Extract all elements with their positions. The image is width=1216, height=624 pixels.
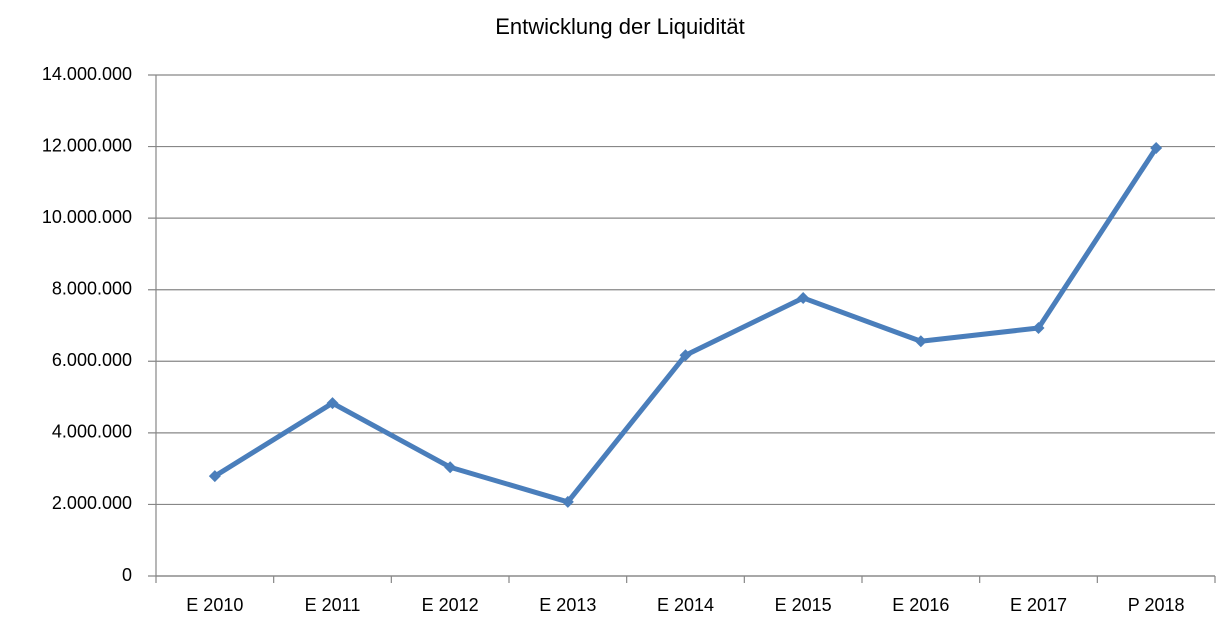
y-tick-label: 2.000.000 bbox=[52, 493, 132, 513]
data-point bbox=[1150, 142, 1163, 155]
x-tick-label: E 2013 bbox=[539, 595, 596, 615]
x-tick-label: E 2015 bbox=[775, 595, 832, 615]
y-tick-label: 14.000.000 bbox=[42, 64, 132, 84]
y-tick-label: 8.000.000 bbox=[52, 278, 132, 298]
x-tick-label: E 2014 bbox=[657, 595, 714, 615]
x-tick-label: P 2018 bbox=[1128, 595, 1185, 615]
data-point bbox=[914, 335, 927, 348]
y-tick-label: 4.000.000 bbox=[52, 422, 132, 442]
x-tick-label: E 2016 bbox=[892, 595, 949, 615]
x-tick-label: E 2011 bbox=[305, 595, 361, 615]
x-tick-label: E 2010 bbox=[186, 595, 243, 615]
x-tick-label: E 2012 bbox=[422, 595, 479, 615]
y-tick-label: 10.000.000 bbox=[42, 207, 132, 227]
data-point bbox=[444, 461, 457, 474]
data-line bbox=[213, 146, 1159, 505]
y-tick-label: 0 bbox=[122, 565, 132, 585]
data-point bbox=[1032, 322, 1045, 335]
data-point bbox=[797, 291, 810, 304]
data-point bbox=[679, 349, 692, 362]
x-tick-label: E 2017 bbox=[1010, 595, 1067, 615]
chart-title: Entwicklung der Liquidität bbox=[495, 14, 744, 39]
y-tick-label: 12.000.000 bbox=[42, 135, 132, 155]
data-point bbox=[208, 470, 221, 483]
data-point bbox=[326, 397, 339, 410]
y-tick-label: 6.000.000 bbox=[52, 350, 132, 370]
data-point bbox=[561, 495, 574, 508]
